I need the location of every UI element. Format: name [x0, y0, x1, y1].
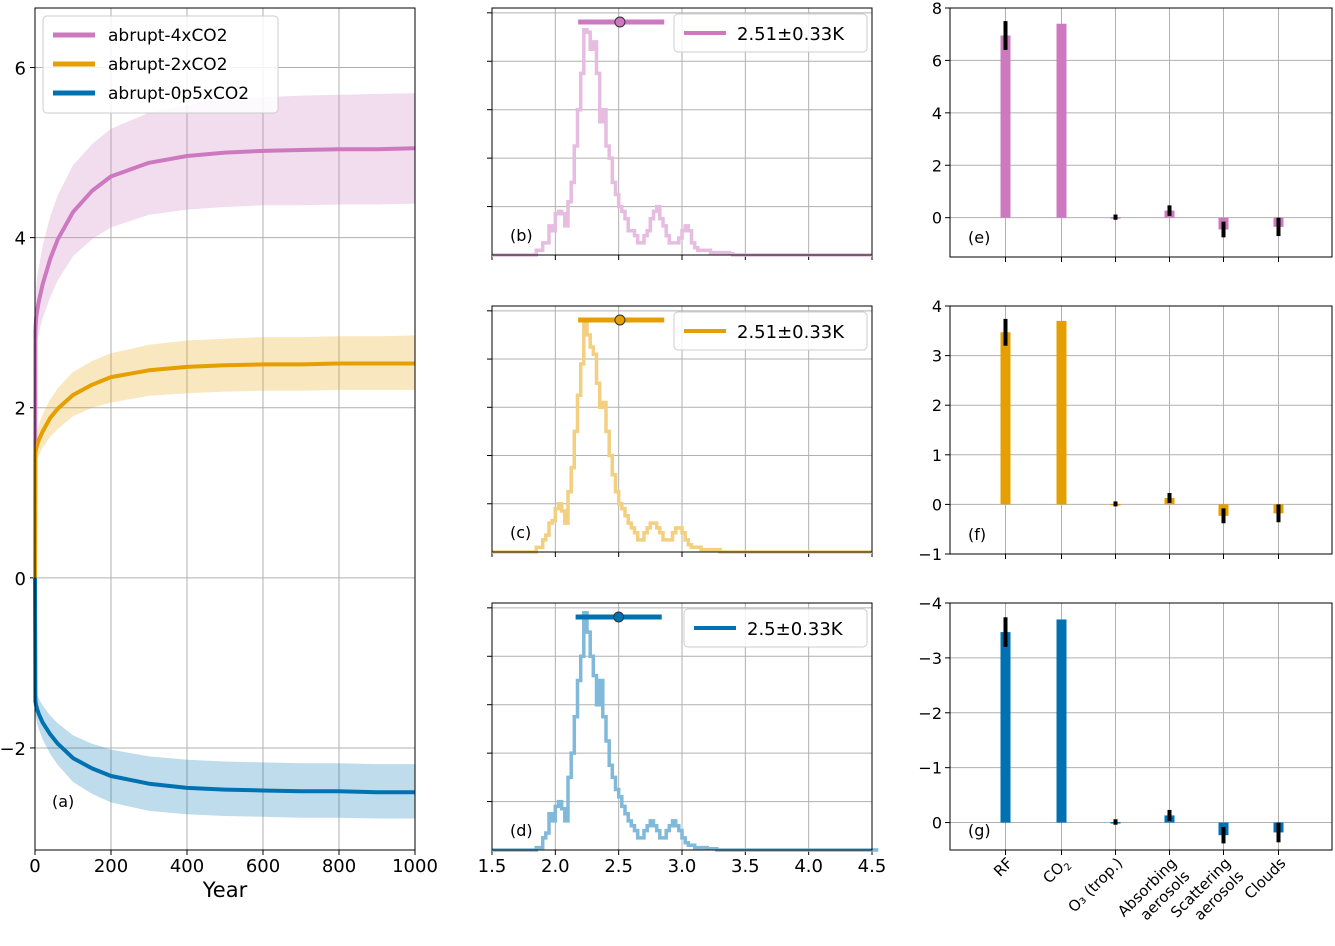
panel-label: (f)	[968, 525, 986, 544]
mean-marker	[614, 16, 626, 28]
panel-label: (g)	[968, 821, 991, 840]
legend-label: 2.51±0.33K	[737, 322, 845, 343]
y-tick-label: 1	[932, 446, 942, 465]
x-tick-label: 1.5	[478, 856, 507, 877]
y-tick-label: 2	[15, 399, 26, 420]
axes-frame	[491, 602, 873, 851]
x-tick-label: 800	[322, 856, 356, 877]
x-tick-label: 2.5	[604, 856, 633, 877]
x-tick-label: 4.5	[858, 856, 887, 877]
y-tick-label: 6	[15, 59, 26, 80]
axes-frame	[491, 7, 873, 256]
axes-frame	[491, 305, 873, 553]
x-tick-label: 4.0	[794, 856, 823, 877]
category-label: CO2	[1039, 854, 1074, 889]
panel-b-histogram: 2.51±0.33K (b)	[487, 7, 873, 260]
series-band-abrupt-2xCO2	[35, 335, 415, 578]
plot-area	[950, 603, 1332, 850]
y-tick-label: 3	[932, 347, 942, 366]
bar	[1000, 632, 1011, 823]
mean-marker	[614, 314, 626, 326]
axes-frame	[949, 305, 1333, 555]
x-tick-label: 600	[246, 856, 280, 877]
axes-frame	[34, 7, 416, 851]
y-tick-label: −2	[0, 739, 26, 760]
legend-label: abrupt-0p5xCO2	[108, 84, 249, 104]
y-tick-label: 6	[932, 51, 942, 70]
axes-frame	[949, 7, 1333, 258]
bar	[1000, 332, 1011, 505]
y-tick-label: 2	[932, 396, 942, 415]
panel-label: (b)	[510, 226, 533, 245]
series-line-abrupt-2xCO2	[33, 361, 415, 578]
legend-box	[683, 608, 868, 648]
plot-area	[950, 8, 1332, 257]
x-tick-label: 400	[170, 856, 204, 877]
legend-box	[42, 15, 279, 114]
legend-label: abrupt-2xCO2	[108, 55, 228, 75]
category-label-main: Clouds	[1241, 854, 1290, 903]
axes-frame	[949, 602, 1333, 851]
bar	[1000, 35, 1011, 218]
series-line-abrupt-0p5xCO2	[33, 577, 415, 795]
legend-label: abrupt-4xCO2	[108, 26, 228, 46]
x-tick-label: 3.5	[731, 856, 760, 877]
category-label: Clouds	[1241, 854, 1290, 903]
panel-label: (e)	[968, 228, 990, 247]
panel-label: (d)	[510, 821, 533, 840]
panel-e-bar-chart: 0 2 4 6 8 (e)	[932, 0, 1333, 262]
y-tick-label: 0	[932, 814, 942, 833]
legend-label: 2.51±0.33K	[737, 24, 845, 45]
panel-label: (c)	[510, 523, 531, 542]
x-axis-label: Year	[202, 878, 248, 902]
panel-label: (a)	[52, 792, 74, 811]
y-tick-label: 4	[15, 229, 26, 250]
x-tick-label: 200	[94, 856, 128, 877]
legend-box	[673, 311, 868, 351]
y-tick-label: 2	[932, 156, 942, 175]
series-band-abrupt-4xCO2	[35, 93, 415, 578]
y-tick-label: −4	[918, 594, 942, 613]
panel-a-line-chart: 0 200 400 600 800 1000 −2 0 2 4 6 Year (a) abrupt-4xC…	[0, 7, 438, 902]
category-label-main: RF	[990, 854, 1016, 880]
y-tick-label: −2	[918, 704, 942, 723]
series-line-abrupt-4xCO2	[33, 146, 416, 578]
series-band-abrupt-0p5xCO2	[35, 577, 415, 819]
y-tick-label: 8	[932, 0, 942, 18]
legend-label: 2.5±0.33K	[747, 619, 844, 640]
category-label: RF	[990, 854, 1016, 880]
y-tick-label: −1	[918, 759, 942, 778]
panel-d-histogram: 1.5 2.0 2.5 3.0 3.5 4.0 4.5 2.5±0.33K (d)	[478, 602, 887, 877]
x-tick-label: 1000	[392, 856, 438, 877]
category-label-main: CO	[1039, 859, 1067, 887]
y-tick-label: 4	[932, 104, 942, 123]
mean-marker	[613, 611, 625, 623]
y-tick-label: −3	[918, 649, 942, 668]
y-tick-label: −1	[918, 545, 942, 564]
y-tick-label: 0	[932, 495, 942, 514]
bar	[1056, 320, 1067, 505]
x-tick-label: 2.0	[541, 856, 570, 877]
y-tick-label: 4	[932, 297, 942, 316]
x-tick-label: 3.0	[668, 856, 697, 877]
y-tick-label: 0	[932, 209, 942, 228]
plot-area	[950, 306, 1332, 554]
y-tick-label: 0	[15, 569, 26, 590]
legend-box	[673, 13, 868, 53]
panel-f-bar-chart: −1 0 1 2 3 4 (f)	[918, 297, 1333, 564]
panel-c-histogram: 2.51±0.33K (c)	[487, 305, 873, 557]
bar	[1056, 23, 1067, 218]
x-tick-label: 0	[29, 856, 40, 877]
bar	[1056, 619, 1067, 823]
